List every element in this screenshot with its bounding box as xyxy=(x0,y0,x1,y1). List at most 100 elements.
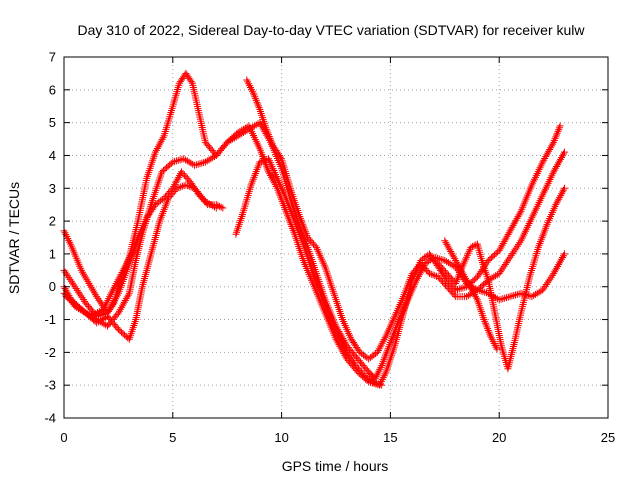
data-point xyxy=(175,184,183,192)
data-point xyxy=(511,246,519,254)
data-point xyxy=(102,321,110,329)
x-tick-label: 10 xyxy=(274,430,288,445)
data-point xyxy=(73,286,81,294)
data-point xyxy=(310,240,318,248)
data-point xyxy=(408,270,416,278)
data-point xyxy=(337,337,345,345)
data-point xyxy=(441,237,449,245)
series-track-9 xyxy=(62,247,138,320)
data-point xyxy=(458,267,466,275)
data-point xyxy=(181,156,189,164)
data-point xyxy=(528,293,536,301)
data-point xyxy=(457,265,465,273)
data-point xyxy=(553,131,561,139)
data-point xyxy=(372,379,380,387)
data-point xyxy=(380,336,388,344)
data-point xyxy=(447,275,455,283)
y-tick-label: 0 xyxy=(49,279,56,294)
data-point xyxy=(505,229,513,237)
data-point xyxy=(116,272,124,280)
data-point xyxy=(549,140,557,148)
data-point xyxy=(448,261,456,269)
data-point xyxy=(230,134,238,142)
data-point xyxy=(269,177,277,185)
data-point xyxy=(512,216,520,224)
data-point xyxy=(356,366,364,374)
data-point xyxy=(515,211,523,219)
data-point xyxy=(124,291,132,299)
data-point xyxy=(472,294,480,302)
data-point xyxy=(232,133,240,141)
y-axis-label: SDTVAR / TECUs xyxy=(6,182,22,294)
data-point xyxy=(467,243,475,251)
data-point xyxy=(187,78,195,86)
data-point xyxy=(552,201,560,209)
data-point xyxy=(443,258,451,266)
data-point xyxy=(513,242,521,250)
data-point xyxy=(268,175,276,183)
data-point xyxy=(182,181,190,189)
data-point xyxy=(307,237,315,245)
data-point xyxy=(486,330,494,338)
y-tick-label: 3 xyxy=(49,181,56,196)
y-tick-label: 1 xyxy=(49,246,56,261)
data-point xyxy=(545,277,553,285)
data-point xyxy=(497,243,505,251)
data-point xyxy=(485,328,493,336)
data-point xyxy=(118,302,126,310)
data-point xyxy=(535,288,543,296)
data-point xyxy=(439,256,447,264)
data-point xyxy=(198,159,206,167)
data-point xyxy=(557,257,565,265)
data-point xyxy=(473,286,481,294)
data-point xyxy=(436,275,444,283)
data-point xyxy=(449,251,457,259)
data-point xyxy=(256,158,264,166)
data-point xyxy=(444,242,452,250)
data-point xyxy=(452,279,460,287)
data-point xyxy=(500,262,508,270)
data-point xyxy=(117,270,125,278)
data-point xyxy=(171,157,179,165)
data-point xyxy=(254,102,262,110)
data-point xyxy=(178,182,186,190)
data-point xyxy=(500,238,508,246)
data-point xyxy=(440,266,448,274)
data-point xyxy=(156,139,164,147)
data-point xyxy=(77,292,85,300)
x-tick-label: 15 xyxy=(383,430,397,445)
data-point xyxy=(66,275,74,283)
data-point xyxy=(452,256,460,264)
data-point xyxy=(541,282,549,290)
series-track-8 xyxy=(441,237,501,353)
series-track-6 xyxy=(243,76,568,363)
data-point xyxy=(446,286,454,294)
data-point xyxy=(335,334,343,342)
data-point xyxy=(557,192,565,200)
data-point xyxy=(113,324,121,332)
data-point xyxy=(105,307,113,315)
data-point xyxy=(262,125,270,133)
data-point xyxy=(497,295,505,303)
data-point xyxy=(268,140,276,148)
data-point xyxy=(227,136,235,144)
data-point xyxy=(68,279,76,287)
data-point xyxy=(207,201,215,209)
data-point xyxy=(446,246,454,254)
data-point xyxy=(559,252,567,260)
data-point xyxy=(338,339,346,347)
data-point xyxy=(106,304,114,312)
data-point xyxy=(443,283,451,291)
data-point xyxy=(174,156,182,164)
data-point xyxy=(508,223,516,231)
data-point xyxy=(551,135,559,143)
data-point xyxy=(554,197,562,205)
data-point xyxy=(546,275,554,283)
data-points xyxy=(60,69,568,389)
data-point xyxy=(203,157,211,165)
data-point xyxy=(93,293,101,301)
data-point xyxy=(173,177,181,185)
data-point xyxy=(471,292,479,300)
data-point xyxy=(265,168,273,176)
data-point xyxy=(266,170,274,178)
